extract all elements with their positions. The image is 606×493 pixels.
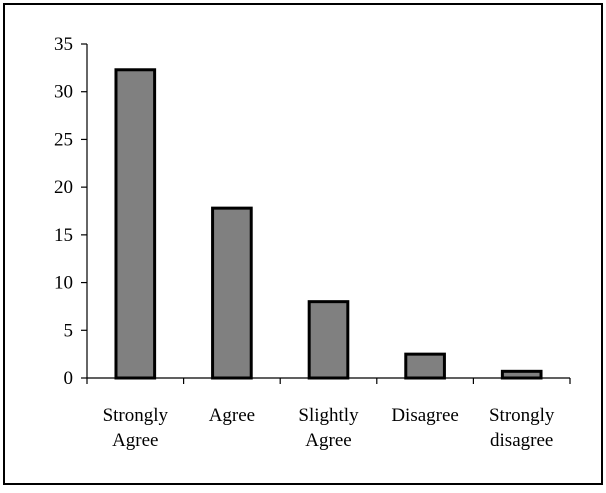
y-tick-label: 25 [54, 129, 73, 150]
chart-frame: 0 5 10 15 20 25 30 35 Strongly Agree Agree Slightl… [3, 3, 603, 485]
y-tick-label: 15 [54, 225, 73, 246]
bar [114, 68, 157, 380]
bar [211, 206, 253, 380]
bar [500, 369, 543, 380]
y-axis: 0 5 10 15 20 25 30 35 [54, 34, 88, 389]
x-category-label: Disagree [391, 405, 459, 426]
bar-chart: 0 5 10 15 20 25 30 35 Strongly Agree Agree Slightl… [54, 34, 571, 451]
y-tick-label: 0 [64, 368, 74, 389]
x-category-label: disagree [490, 430, 553, 451]
bars [114, 68, 543, 380]
y-tick-label: 35 [54, 34, 73, 55]
x-category-label: Strongly [103, 405, 169, 426]
category-labels: Strongly Agree Agree Slightly Agree Disagree S… [103, 405, 555, 451]
x-category-label: Slightly [298, 405, 359, 426]
bar [307, 300, 350, 380]
y-tick-label: 10 [54, 273, 73, 294]
x-category-label: Agree [112, 430, 158, 451]
x-category-label: Agree [209, 405, 255, 426]
x-category-label: Agree [305, 430, 351, 451]
y-tick-label: 30 [54, 82, 73, 103]
x-category-label: Strongly [489, 405, 555, 426]
y-tick-label: 5 [64, 320, 74, 341]
bar [404, 352, 446, 380]
y-tick-label: 20 [54, 177, 73, 198]
